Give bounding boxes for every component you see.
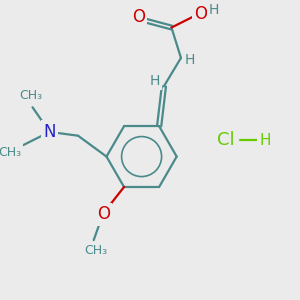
Text: O: O [97, 206, 110, 224]
Text: H: H [184, 53, 195, 67]
Text: CH₃: CH₃ [0, 146, 21, 159]
Text: CH₃: CH₃ [84, 244, 107, 257]
Text: N: N [43, 123, 56, 141]
Text: H: H [259, 133, 271, 148]
Text: CH₃: CH₃ [19, 89, 42, 102]
Text: O: O [132, 8, 145, 26]
Text: H: H [149, 74, 160, 88]
Text: Cl: Cl [217, 131, 235, 149]
Text: H: H [209, 2, 219, 16]
Text: O: O [194, 5, 207, 23]
